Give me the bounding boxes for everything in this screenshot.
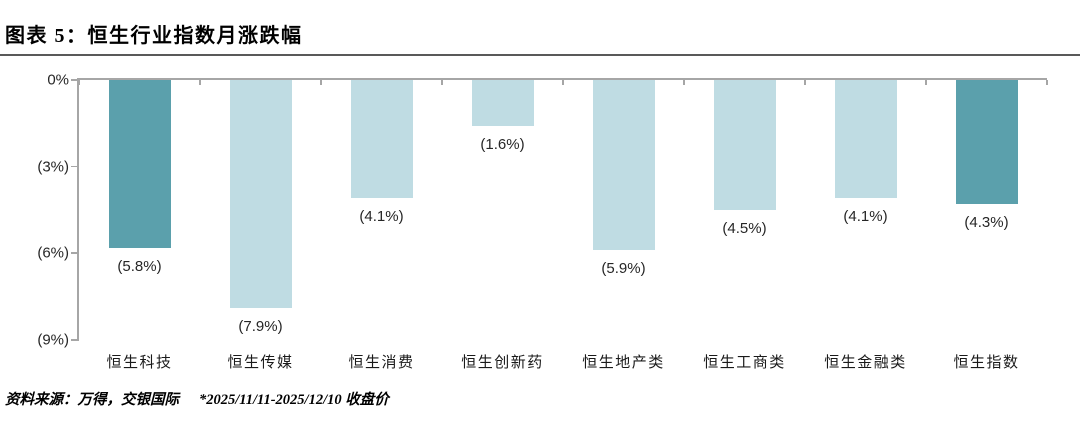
x-axis-tick: [562, 80, 564, 85]
y-axis-tick-label: (6%): [37, 244, 69, 262]
bar-value-label: (7.9%): [238, 318, 283, 336]
y-axis-tick: [71, 252, 79, 254]
bar-value-label: (4.5%): [722, 220, 767, 237]
y-axis-tick: [71, 79, 79, 81]
y-axis-tick-label: (3%): [37, 158, 69, 176]
figure-title: 图表 5：恒生行业指数月涨跌幅: [5, 25, 303, 47]
bar: [592, 80, 655, 251]
bar: [713, 80, 776, 210]
source-text: 资料来源：万得，交银国际: [5, 392, 179, 408]
x-axis-tick: [925, 80, 927, 85]
bar: [471, 80, 534, 127]
x-axis-line: [79, 78, 1047, 80]
x-axis-tick: [683, 80, 685, 85]
footnote-text: *2025/11/11-2025/12/10 收盘价: [199, 392, 389, 408]
bar-value-label: (5.9%): [601, 260, 646, 278]
y-axis-tick-label: (9%): [37, 331, 69, 349]
x-axis-tick: [320, 80, 322, 85]
bar-value-label: (5.8%): [117, 257, 162, 275]
bar: [350, 80, 413, 199]
x-axis-tick: [441, 80, 443, 85]
category-label: 恒生地产类: [582, 355, 665, 371]
title-divider: [0, 54, 1080, 56]
x-axis-tick: [1046, 80, 1048, 85]
x-axis-tick: [804, 80, 806, 85]
bar: [834, 80, 897, 199]
category-label: 恒生消费: [348, 355, 415, 371]
bar: [108, 80, 171, 248]
bar-value-label: (4.1%): [843, 208, 888, 226]
y-axis-tick: [71, 165, 79, 168]
y-axis-tick: [71, 339, 79, 341]
category-label: 恒生工商类: [703, 355, 786, 371]
x-axis-tick: [199, 80, 201, 85]
category-label: 恒生传媒: [227, 355, 294, 371]
category-label: 恒生指数: [953, 355, 1020, 371]
x-axis-tick: [78, 80, 80, 85]
category-label: 恒生科技: [106, 355, 173, 371]
bar-value-label: (1.6%): [480, 136, 525, 154]
bar-value-label: (4.3%): [964, 214, 1009, 232]
bar: [229, 80, 292, 309]
y-axis-tick-label: 0%: [47, 71, 69, 89]
category-label: 恒生创新药: [461, 355, 544, 371]
figure-footer: 资料来源：万得，交银国际 *2025/11/11-2025/12/10 收盘价: [5, 388, 389, 409]
bar: [955, 80, 1018, 205]
category-label: 恒生金融类: [824, 355, 907, 371]
y-axis-line: [77, 78, 79, 340]
bar-value-label: (4.1%): [359, 208, 404, 226]
